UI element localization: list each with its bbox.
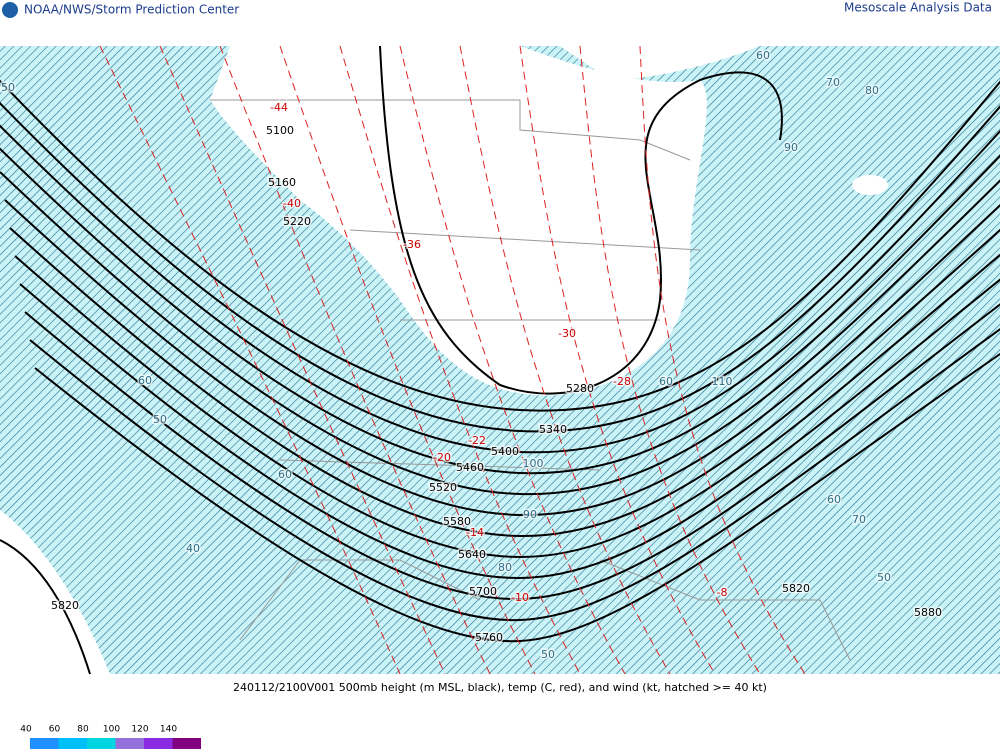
height-contour bbox=[0, 171, 1000, 496]
legend-label: 60 bbox=[49, 725, 61, 735]
height-contour bbox=[0, 79, 1000, 412]
height-contour bbox=[19, 278, 1000, 580]
height-contour bbox=[29, 328, 1000, 622]
legend-swatch bbox=[172, 738, 201, 749]
header-right: Mesoscale Analysis Data bbox=[844, 1, 992, 15]
height-contour bbox=[34, 352, 1000, 643]
header-left: NOAA/NWS/Storm Prediction Center bbox=[24, 3, 239, 17]
wind-label: 50 bbox=[541, 648, 555, 661]
temp-label: -20 bbox=[433, 451, 451, 464]
temp-label: -10 bbox=[511, 591, 529, 604]
wind-label: 50 bbox=[153, 413, 167, 426]
wind-label: 60 bbox=[756, 49, 770, 62]
wind-label: 80 bbox=[865, 84, 879, 97]
height-label: 5340 bbox=[539, 423, 567, 436]
temp-contour bbox=[219, 45, 491, 675]
height-label: 5220 bbox=[283, 215, 311, 228]
wind-label: 80 bbox=[498, 561, 512, 574]
temp-contour bbox=[279, 45, 536, 675]
map bbox=[0, 45, 1000, 675]
height-label: 5880 bbox=[914, 606, 942, 619]
temp-label: -28 bbox=[613, 375, 631, 388]
legend-swatch bbox=[58, 738, 87, 749]
height-label: 5820 bbox=[782, 582, 810, 595]
wind-label: 50 bbox=[1, 81, 15, 94]
legend-label: 100 bbox=[103, 725, 120, 735]
height-label: 5280 bbox=[566, 382, 594, 395]
height-contour bbox=[4, 199, 1000, 517]
height-label: 5520 bbox=[429, 481, 457, 494]
legend-swatch bbox=[30, 738, 59, 749]
height-label: 5460 bbox=[456, 461, 484, 474]
wind-label: 70 bbox=[852, 513, 866, 526]
legend: 40 60 80 100 120 140 bbox=[20, 725, 201, 749]
legend-swatch bbox=[144, 738, 173, 749]
temp-label: -22 bbox=[468, 434, 486, 447]
borders bbox=[210, 99, 851, 661]
wind-label: 70 bbox=[826, 76, 840, 89]
wind-label: 100 bbox=[523, 457, 544, 470]
temp-contour bbox=[639, 45, 806, 675]
temp-contour bbox=[579, 45, 761, 675]
wind-label: 60 bbox=[659, 375, 673, 388]
height-contour bbox=[0, 101, 1000, 433]
wind-label: 90 bbox=[523, 508, 537, 521]
height-label: 5640 bbox=[458, 548, 486, 561]
height-label: 5820 bbox=[51, 599, 79, 612]
wind-label: 40 bbox=[186, 542, 200, 555]
legend-swatch bbox=[115, 738, 144, 749]
temp-contour bbox=[159, 45, 446, 675]
height-label: 5760 bbox=[475, 631, 503, 644]
calm-region bbox=[560, 46, 760, 80]
height-contour bbox=[0, 147, 1000, 475]
legend-label: 40 bbox=[20, 725, 32, 735]
noaa-logo bbox=[2, 2, 18, 18]
temp-contours bbox=[99, 45, 806, 675]
wind-label: 60 bbox=[138, 374, 152, 387]
wind-label: 110 bbox=[712, 375, 733, 388]
legend-label: 120 bbox=[131, 725, 148, 735]
wind-label: 60 bbox=[827, 493, 841, 506]
height-label: 5580 bbox=[443, 515, 471, 528]
wind-label: 50 bbox=[877, 571, 891, 584]
calm-region bbox=[210, 46, 707, 396]
height-contour bbox=[0, 539, 91, 675]
legend-swatch bbox=[87, 738, 116, 749]
temp-label: -8 bbox=[717, 586, 728, 599]
caption: 240112/2100V001 500mb height (m MSL, bla… bbox=[233, 681, 767, 694]
temp-label: -36 bbox=[403, 238, 421, 251]
temp-label: -14 bbox=[466, 526, 484, 539]
temp-contour bbox=[459, 45, 671, 675]
height-label: 5400 bbox=[491, 445, 519, 458]
temp-label: -30 bbox=[558, 327, 576, 340]
calm-region bbox=[852, 175, 888, 195]
height-label: 5100 bbox=[266, 124, 294, 137]
height-contour bbox=[14, 253, 1000, 559]
temp-contour bbox=[399, 45, 626, 675]
header-bar bbox=[0, 0, 1000, 20]
temp-label: -44 bbox=[270, 101, 288, 114]
temp-contour bbox=[519, 45, 716, 675]
calm-region bbox=[0, 510, 110, 674]
legend-label: 140 bbox=[160, 725, 177, 735]
height-contour bbox=[24, 303, 1000, 601]
legend-label: 80 bbox=[77, 725, 89, 735]
temp-contour bbox=[99, 45, 401, 675]
height-label: 5700 bbox=[469, 585, 497, 598]
temp-label: -40 bbox=[283, 197, 301, 210]
wind-label: 90 bbox=[784, 141, 798, 154]
wind-label: 60 bbox=[278, 468, 292, 481]
height-label: 5160 bbox=[268, 176, 296, 189]
height-contour bbox=[9, 227, 1000, 538]
